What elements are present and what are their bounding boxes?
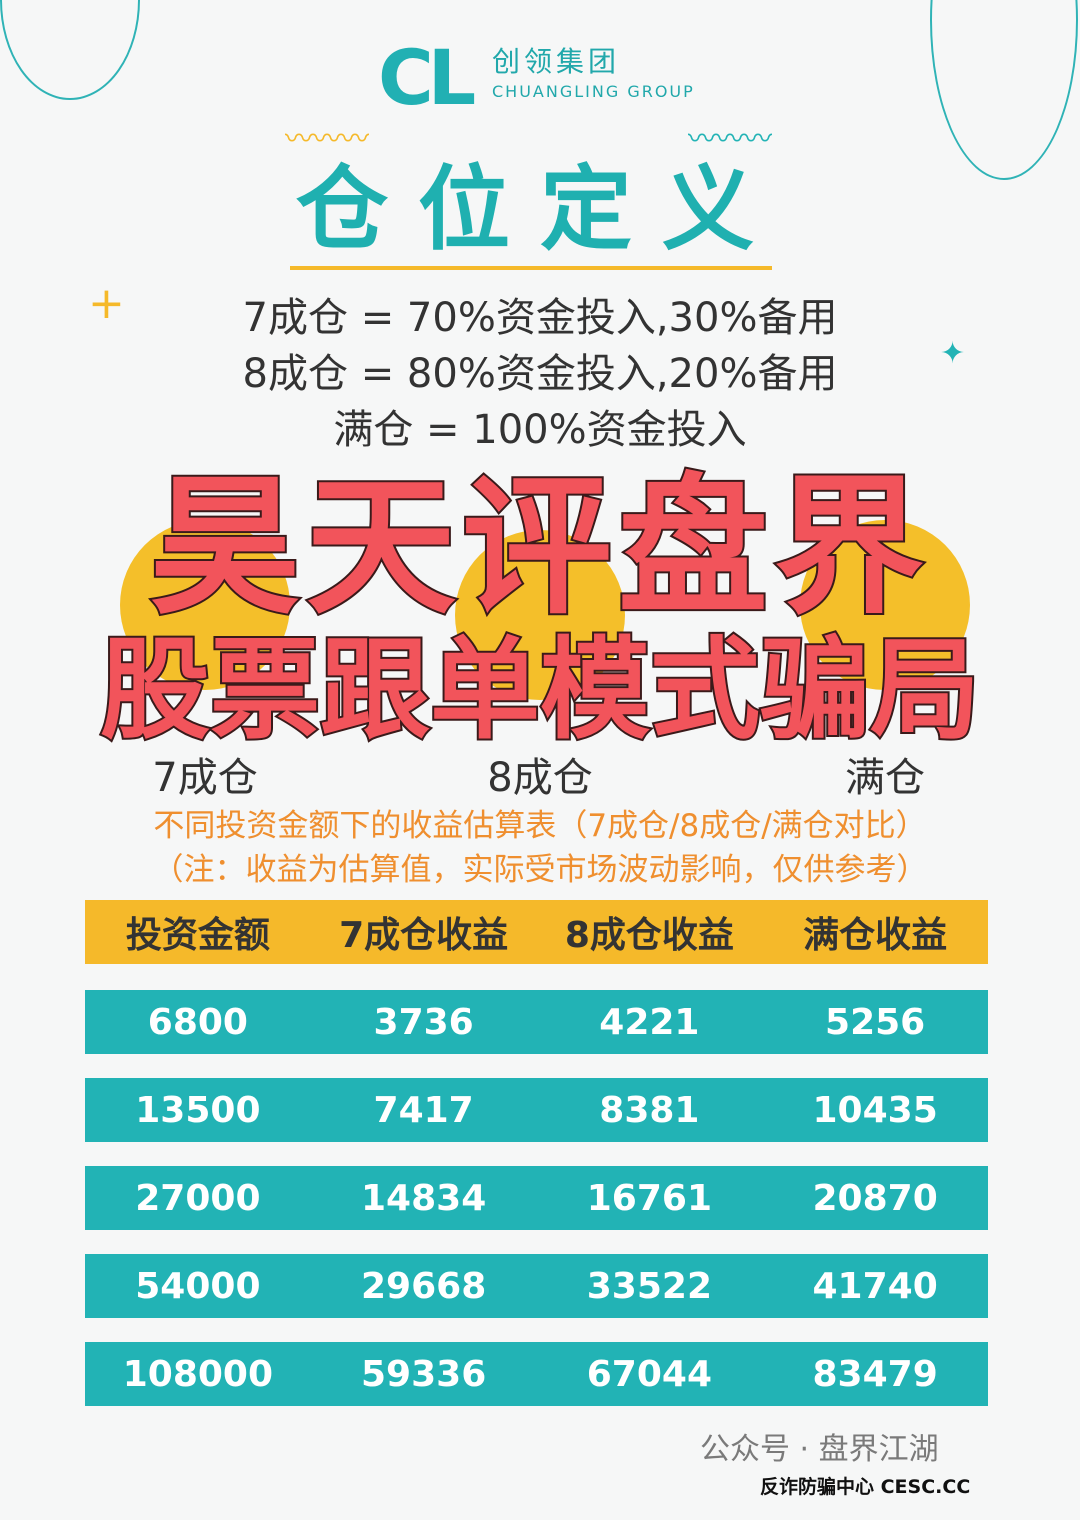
table-cell: 6800 <box>147 1001 248 1043</box>
table-cell: 16761 <box>586 1177 712 1219</box>
overlay-subtitle: 股票跟单模式骗局 <box>98 626 982 754</box>
table-row: 6800 3736 4221 5256 <box>85 990 988 1054</box>
logo-name-en: CHUANGLING GROUP <box>492 82 695 101</box>
table-cell: 108000 <box>122 1353 274 1395</box>
table-cell: 10435 <box>812 1089 938 1131</box>
table-note: （注：收益为估算值，实际受市场波动影响，仅供参考） <box>152 852 928 888</box>
table-cell: 67044 <box>586 1353 712 1395</box>
column-header: 7成仓收益 <box>339 915 509 956</box>
table-cell: 83479 <box>812 1353 938 1395</box>
overlay-title: 昊天评盘界 <box>148 461 930 635</box>
circle-label: 8成仓 <box>487 755 593 801</box>
table-cell: 33522 <box>586 1265 712 1307</box>
table-cell: 3736 <box>373 1001 474 1043</box>
table-cell: 8381 <box>599 1089 700 1131</box>
definition-line: 8成仓 = 80%资金投入,20%备用 <box>242 351 838 397</box>
page-title: 仓位定义 <box>295 156 784 263</box>
position-circle <box>120 520 290 690</box>
table-cell: 4221 <box>599 1001 700 1043</box>
table-cell: 7417 <box>373 1089 474 1131</box>
wave-decor: 〰〰〰 <box>285 122 370 155</box>
watermark: 公众号 · 盘界江湖 <box>700 1432 939 1467</box>
table-cell: 29668 <box>361 1265 487 1307</box>
column-header: 投资金额 <box>125 915 270 956</box>
table-row: 54000 29668 33522 41740 <box>85 1254 988 1318</box>
logo-name-cn: 创领集团 <box>492 45 621 78</box>
position-circle <box>455 530 625 700</box>
decor-curve <box>930 0 1078 180</box>
column-header: 8成仓收益 <box>564 915 734 956</box>
circle-label: 满仓 <box>845 755 925 801</box>
table-header: 投资金额 7成仓收益 8成仓收益 满仓收益 <box>85 900 988 964</box>
definition-line: 满仓 = 100%资金投入 <box>333 407 747 453</box>
table-cell: 41740 <box>812 1265 938 1307</box>
table-cell: 5256 <box>825 1001 926 1043</box>
sparkle-icon: ✦ <box>940 336 966 371</box>
circle-label: 7成仓 <box>152 755 258 801</box>
table-row: 13500 7417 8381 10435 <box>85 1078 988 1142</box>
sparkle-icon: + <box>88 278 125 329</box>
decor-curve <box>0 0 140 100</box>
table-cell: 27000 <box>135 1177 261 1219</box>
logo-mark: CL <box>378 33 476 122</box>
table-cell: 14834 <box>361 1177 487 1219</box>
table-row: 27000 14834 16761 20870 <box>85 1166 988 1230</box>
table-row: 108000 59336 67044 83479 <box>85 1342 988 1406</box>
table-subtitle: 不同投资金额下的收益估算表（7成仓/8成仓/满仓对比） <box>153 808 927 844</box>
table-cell: 54000 <box>135 1265 261 1307</box>
position-circle <box>800 520 970 690</box>
anti-fraud-badge: 反诈防骗中心 CESC.CC <box>760 1476 971 1498</box>
table-cell: 59336 <box>361 1353 487 1395</box>
table-cell: 20870 <box>812 1177 938 1219</box>
column-header: 满仓收益 <box>803 915 948 956</box>
definition-line: 7成仓 = 70%资金投入,30%备用 <box>242 295 838 341</box>
table-cell: 13500 <box>135 1089 261 1131</box>
wave-decor: 〰〰〰 <box>688 122 773 155</box>
title-underline <box>290 266 772 270</box>
